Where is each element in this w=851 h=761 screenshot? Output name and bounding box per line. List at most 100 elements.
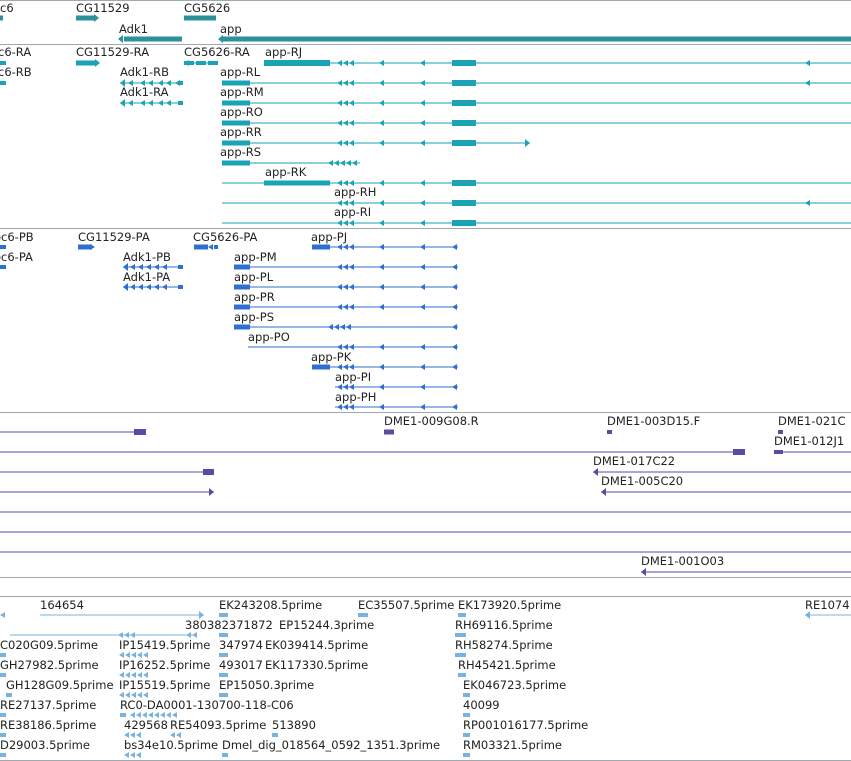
transcript-label[interactable]: app-RK xyxy=(265,165,307,179)
cdna-label[interactable]: GH27982.5prime xyxy=(0,658,99,672)
cdna-label[interactable]: 347974 xyxy=(219,638,263,652)
cdna-label[interactable]: 380382371872 xyxy=(185,618,273,632)
cdna-label[interactable]: GH128G09.5prime xyxy=(6,678,114,692)
cdna-label[interactable]: RE38186.5prime xyxy=(0,718,97,732)
gene-label[interactable]: CG11529 xyxy=(76,1,130,15)
transcript-label[interactable]: app-RJ xyxy=(265,45,303,59)
cdna-label[interactable]: RE1074 xyxy=(805,598,850,612)
cdna-label[interactable]: RM03321.5prime xyxy=(463,738,562,752)
strand-arrow-left xyxy=(343,244,348,250)
cdna-label[interactable]: EC35507.5prime xyxy=(358,598,455,612)
strand-arrow-left xyxy=(379,404,384,410)
protein-label[interactable]: app-PS xyxy=(234,310,275,324)
strand-arrow-left xyxy=(162,264,167,270)
transcript-label[interactable]: app-RL xyxy=(220,65,261,79)
protein-label[interactable]: app-PK xyxy=(311,350,352,364)
protein-label[interactable]: CG5626-PA xyxy=(193,230,258,244)
cdna-label[interactable]: 513890 xyxy=(272,718,316,732)
est-label[interactable]: DME1-003D15.F xyxy=(607,414,701,428)
transcript-label[interactable]: c6-RB xyxy=(0,65,32,79)
gene-label[interactable]: app xyxy=(220,22,242,36)
cdna-label[interactable]: RC0-DA0001-130700-118-C06 xyxy=(120,698,294,712)
strand-arrow-left xyxy=(119,692,124,698)
cdna-label[interactable]: EK117330.5prime xyxy=(265,658,369,672)
protein-label[interactable]: CG11529-PA xyxy=(78,230,150,244)
transcript-label[interactable]: app-RM xyxy=(220,85,264,99)
cdna-label[interactable]: Dmel_dig_018564_0592_1351.3prime xyxy=(222,738,441,752)
strand-arrow-left xyxy=(148,712,153,718)
feature-exon-block xyxy=(178,285,183,289)
cdna-label[interactable]: IP15419.5prime xyxy=(119,638,211,652)
feature-exon-block xyxy=(463,753,470,757)
transcript-label[interactable]: c6-RA xyxy=(0,45,32,59)
transcript-label[interactable]: app-RS xyxy=(220,145,262,159)
cdna-label[interactable]: 40099 xyxy=(463,698,500,712)
cdna-label[interactable]: RH69116.5prime xyxy=(455,618,553,632)
protein-label[interactable]: app-PO xyxy=(248,330,290,344)
strand-arrow-left xyxy=(337,180,342,186)
track-separator xyxy=(0,0,851,1)
est-label[interactable]: DME1-009G08.R xyxy=(384,414,479,428)
gene-label[interactable]: CG5626 xyxy=(184,1,231,15)
feature-exon-block xyxy=(452,140,476,146)
transcript-label[interactable]: app-RI xyxy=(334,205,372,219)
est-label[interactable]: DME1-012J1 xyxy=(774,434,845,448)
cdna-label[interactable]: EP15244.3prime xyxy=(279,618,375,632)
est-label[interactable]: DME1-005C20 xyxy=(601,474,684,488)
transcript-label[interactable]: CG5626-RA xyxy=(184,45,250,59)
strand-arrow-left xyxy=(162,284,167,290)
cdna-label[interactable]: 164654 xyxy=(40,598,84,612)
gene-label[interactable]: c6 xyxy=(0,1,14,15)
protein-label[interactable]: app-PJ xyxy=(311,230,348,244)
feature-exon-block xyxy=(234,324,250,330)
cdna-label[interactable]: 493017 xyxy=(219,658,263,672)
cdna-label[interactable]: RH45421.5prime xyxy=(458,658,556,672)
cdna-label[interactable]: IP16252.5prime xyxy=(119,658,211,672)
cdna-label[interactable]: RE27137.5prime xyxy=(0,698,97,712)
protein-label[interactable]: app-PH xyxy=(335,390,377,404)
cdna-label[interactable]: D29003.5prime xyxy=(0,738,90,752)
transcript-label[interactable]: app-RR xyxy=(220,125,262,139)
transcript-label[interactable]: CG11529-RA xyxy=(76,45,150,59)
protein-label[interactable]: app-PR xyxy=(234,290,275,304)
protein-label[interactable]: Adk1-PB xyxy=(123,250,171,264)
cdna-label[interactable]: EK243208.5prime xyxy=(219,598,323,612)
strand-arrow-left xyxy=(349,264,354,270)
protein-label[interactable]: oc6-PA xyxy=(0,250,33,264)
cdna-label[interactable]: EK046723.5prime xyxy=(463,678,567,692)
protein-label[interactable]: app-PI xyxy=(335,370,372,384)
transcript-label[interactable]: Adk1-RB xyxy=(120,65,169,79)
strand-arrow-left xyxy=(452,284,457,290)
transcript-label[interactable]: Adk1-RA xyxy=(120,85,169,99)
cdna-label[interactable]: 429568 xyxy=(124,718,168,732)
feature-exon-block xyxy=(219,653,228,657)
cdna-label[interactable]: EK173920.5prime xyxy=(458,598,562,612)
protein-label[interactable]: app-PM xyxy=(234,250,277,264)
cdna-label[interactable]: RH58274.5prime xyxy=(455,638,553,652)
cdna-label[interactable]: IP15519.5prime xyxy=(119,678,211,692)
cdna-label[interactable]: RE54093.5prime xyxy=(170,718,267,732)
strand-arrow-left xyxy=(128,80,133,86)
feature-exon-block xyxy=(452,220,476,226)
est-label[interactable]: DME1-017C22 xyxy=(593,454,676,468)
strand-arrow-left xyxy=(0,612,5,618)
strand-arrow-left xyxy=(140,80,145,86)
strand-arrow-left xyxy=(176,732,181,738)
cdna-label[interactable]: EK039414.5prime xyxy=(265,638,369,652)
cdna-label[interactable]: C020G09.5prime xyxy=(0,638,98,652)
cdna-label[interactable]: bs34e10.5prime xyxy=(124,738,219,752)
protein-label[interactable]: Adk1-PA xyxy=(123,270,171,284)
protein-label[interactable]: oc6-PB xyxy=(0,230,34,244)
protein-label[interactable]: app-PL xyxy=(234,270,274,284)
gene-label[interactable]: Adk1 xyxy=(119,22,148,36)
strand-arrow-left xyxy=(343,364,348,370)
strand-arrow-right xyxy=(209,488,214,496)
transcript-label[interactable]: app-RH xyxy=(334,185,377,199)
cdna-label[interactable]: RP001016177.5prime xyxy=(463,718,589,732)
transcript-label[interactable]: app-RO xyxy=(220,105,263,119)
est-label[interactable]: DME1-021C xyxy=(778,414,846,428)
feature-exon-block xyxy=(458,673,466,677)
est-label[interactable]: DME1-001O03 xyxy=(641,554,725,568)
strand-arrow-left xyxy=(337,244,342,250)
cdna-label[interactable]: EP15050.3prime xyxy=(219,678,315,692)
